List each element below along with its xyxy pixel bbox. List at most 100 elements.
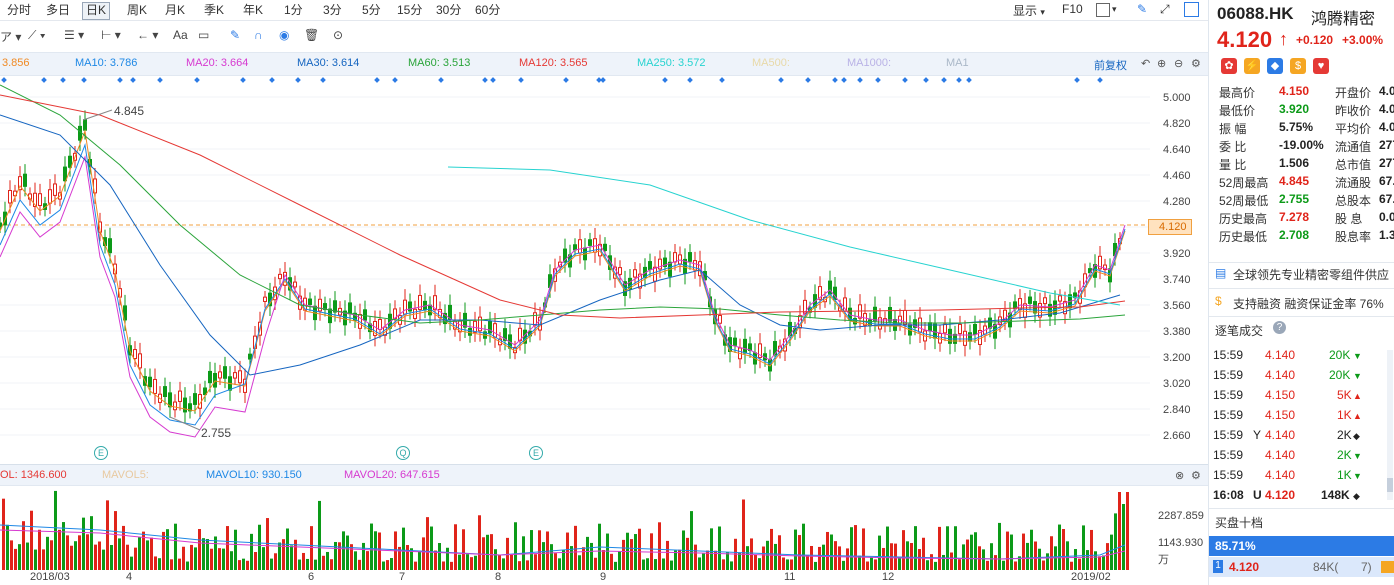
adjust-mode-button[interactable]: 前复权	[1094, 60, 1127, 72]
volume-bar	[578, 555, 581, 570]
polyline-tool-icon[interactable]: ⟋ ▾	[28, 28, 46, 42]
volume-bar	[554, 553, 557, 570]
volume-bar	[1034, 541, 1037, 570]
volume-bar	[382, 561, 385, 570]
chevron-down-icon[interactable]: ▾	[1112, 4, 1117, 14]
candlestick-chart[interactable]	[0, 75, 1208, 463]
volume-bar	[46, 536, 49, 570]
arrow-left-icon[interactable]: ← ▾	[137, 28, 159, 42]
period-tab-3min[interactable]: 3分	[323, 3, 342, 17]
zoom-out-icon[interactable]: ⊖	[1174, 58, 1184, 70]
volume-bar	[534, 554, 537, 570]
volume-chart[interactable]	[0, 485, 1208, 570]
period-tab-timeshare[interactable]: 分时	[7, 3, 32, 17]
panel-toggle-icon[interactable]	[1184, 2, 1199, 17]
range-tool-icon[interactable]: ⊢ ▾	[101, 28, 121, 42]
volume-bar	[1114, 513, 1117, 570]
volume-bar	[798, 535, 801, 570]
help-icon[interactable]: ?	[1273, 321, 1286, 334]
display-menu[interactable]: 显示 ▾	[1013, 2, 1045, 19]
period-tab-weekly[interactable]: 周K	[127, 3, 148, 17]
volume-bar	[162, 531, 165, 570]
event-dot	[600, 77, 606, 83]
heart-icon[interactable]: ♥	[1313, 58, 1329, 74]
period-tab-15min[interactable]: 15分	[397, 3, 423, 17]
volume-bar	[426, 517, 429, 570]
volume-bar	[574, 525, 577, 570]
news-headline[interactable]: 全球领先专业精密零组件供应	[1233, 268, 1390, 282]
period-tab-daily[interactable]: 日K	[82, 2, 111, 20]
volume-bar	[1070, 561, 1073, 570]
period-tab-5min[interactable]: 5分	[362, 3, 381, 17]
quote-value: 4.0	[1379, 84, 1394, 98]
news-icon: ▤	[1215, 266, 1227, 280]
candle-body	[248, 353, 252, 360]
volume-bar	[882, 547, 885, 570]
candle-body	[948, 328, 952, 344]
volume-bar	[330, 559, 333, 570]
candle-body	[213, 373, 217, 388]
list-tool-icon[interactable]: ☰ ▾	[64, 28, 85, 42]
settings-icon[interactable]: ⚙	[1191, 470, 1201, 482]
checkbox-icon[interactable]	[1096, 3, 1110, 17]
candle-body	[183, 397, 187, 413]
candle-body	[38, 193, 42, 207]
event-marker[interactable]: Q	[396, 446, 410, 460]
volume-bar	[430, 526, 433, 570]
text-tool-icon[interactable]: Aa	[173, 28, 188, 42]
quote-value: 2.755	[1279, 192, 1310, 206]
close-icon[interactable]: ⊗	[1175, 470, 1185, 482]
eye-icon[interactable]: ◉	[279, 28, 290, 42]
volume-bar	[1094, 551, 1097, 570]
period-tab-multiday[interactable]: 多日	[46, 3, 71, 17]
settings-icon[interactable]: ⚙	[1191, 58, 1201, 70]
period-tab-yearly[interactable]: 年K	[243, 3, 264, 17]
period-tab-60min[interactable]: 60分	[475, 3, 501, 17]
zoom-in-icon[interactable]: ⊕	[1157, 58, 1167, 70]
magnet-icon[interactable]: ∩	[254, 28, 263, 42]
event-dot	[662, 77, 668, 83]
undo-icon[interactable]: ↶	[1141, 58, 1151, 70]
f10-button[interactable]: F10	[1062, 2, 1083, 16]
volume-bar	[1030, 529, 1033, 570]
comment-icon[interactable]: ▭	[198, 28, 210, 42]
lock-toggle-icon[interactable]: ⊙	[333, 28, 344, 42]
period-tab-monthly[interactable]: 月K	[165, 3, 186, 17]
volume-bar	[110, 544, 113, 570]
period-tab-quarterly[interactable]: 季K	[204, 3, 225, 17]
tag-icon[interactable]: ◆	[1267, 58, 1283, 74]
volume-bar	[898, 557, 901, 570]
volume-bar	[78, 535, 81, 570]
lightning-icon[interactable]: ⚡	[1244, 58, 1260, 74]
candle-body	[33, 192, 37, 208]
current-price-tag: 4.120	[1148, 219, 1192, 235]
line-tool-icon[interactable]: ア ▾	[0, 30, 22, 44]
volume-bar	[614, 561, 617, 570]
fullscreen-icon[interactable]: ⤢	[1160, 2, 1170, 16]
buy-ratio: 85.71%	[1215, 539, 1256, 553]
candle-body	[353, 312, 357, 321]
volume-bar	[974, 532, 977, 570]
hk-flag-icon[interactable]: ✿	[1221, 58, 1237, 74]
event-marker[interactable]: E	[529, 446, 543, 460]
volume-bar	[2, 498, 5, 570]
chart-area[interactable]: 分时 多日 日K 周K 月K 季K 年K 1分 3分 5分 15分 30分 60…	[0, 0, 1208, 585]
date-tick: 2018/03	[30, 571, 70, 583]
candle-body	[888, 306, 892, 322]
volume-bar	[310, 526, 313, 570]
volume-bar	[802, 523, 805, 570]
period-tab-30min[interactable]: 30分	[436, 3, 462, 17]
trade-volume: 20K	[1329, 368, 1351, 382]
event-marker[interactable]: E	[94, 446, 108, 460]
volume-bar	[786, 559, 789, 570]
scrollbar[interactable]	[1387, 350, 1393, 500]
trash-icon[interactable]: 🗑	[304, 28, 320, 42]
price-tick: 2.660	[1163, 430, 1191, 442]
volume-bar	[910, 543, 913, 570]
draw-pen-icon[interactable]: ✎	[1137, 2, 1148, 16]
dollar-icon[interactable]: $	[1290, 58, 1306, 74]
period-tab-1min[interactable]: 1分	[284, 3, 303, 17]
volume-bar	[518, 561, 521, 570]
pencil-icon[interactable]: ✎	[230, 28, 241, 42]
candle-body	[988, 317, 992, 329]
